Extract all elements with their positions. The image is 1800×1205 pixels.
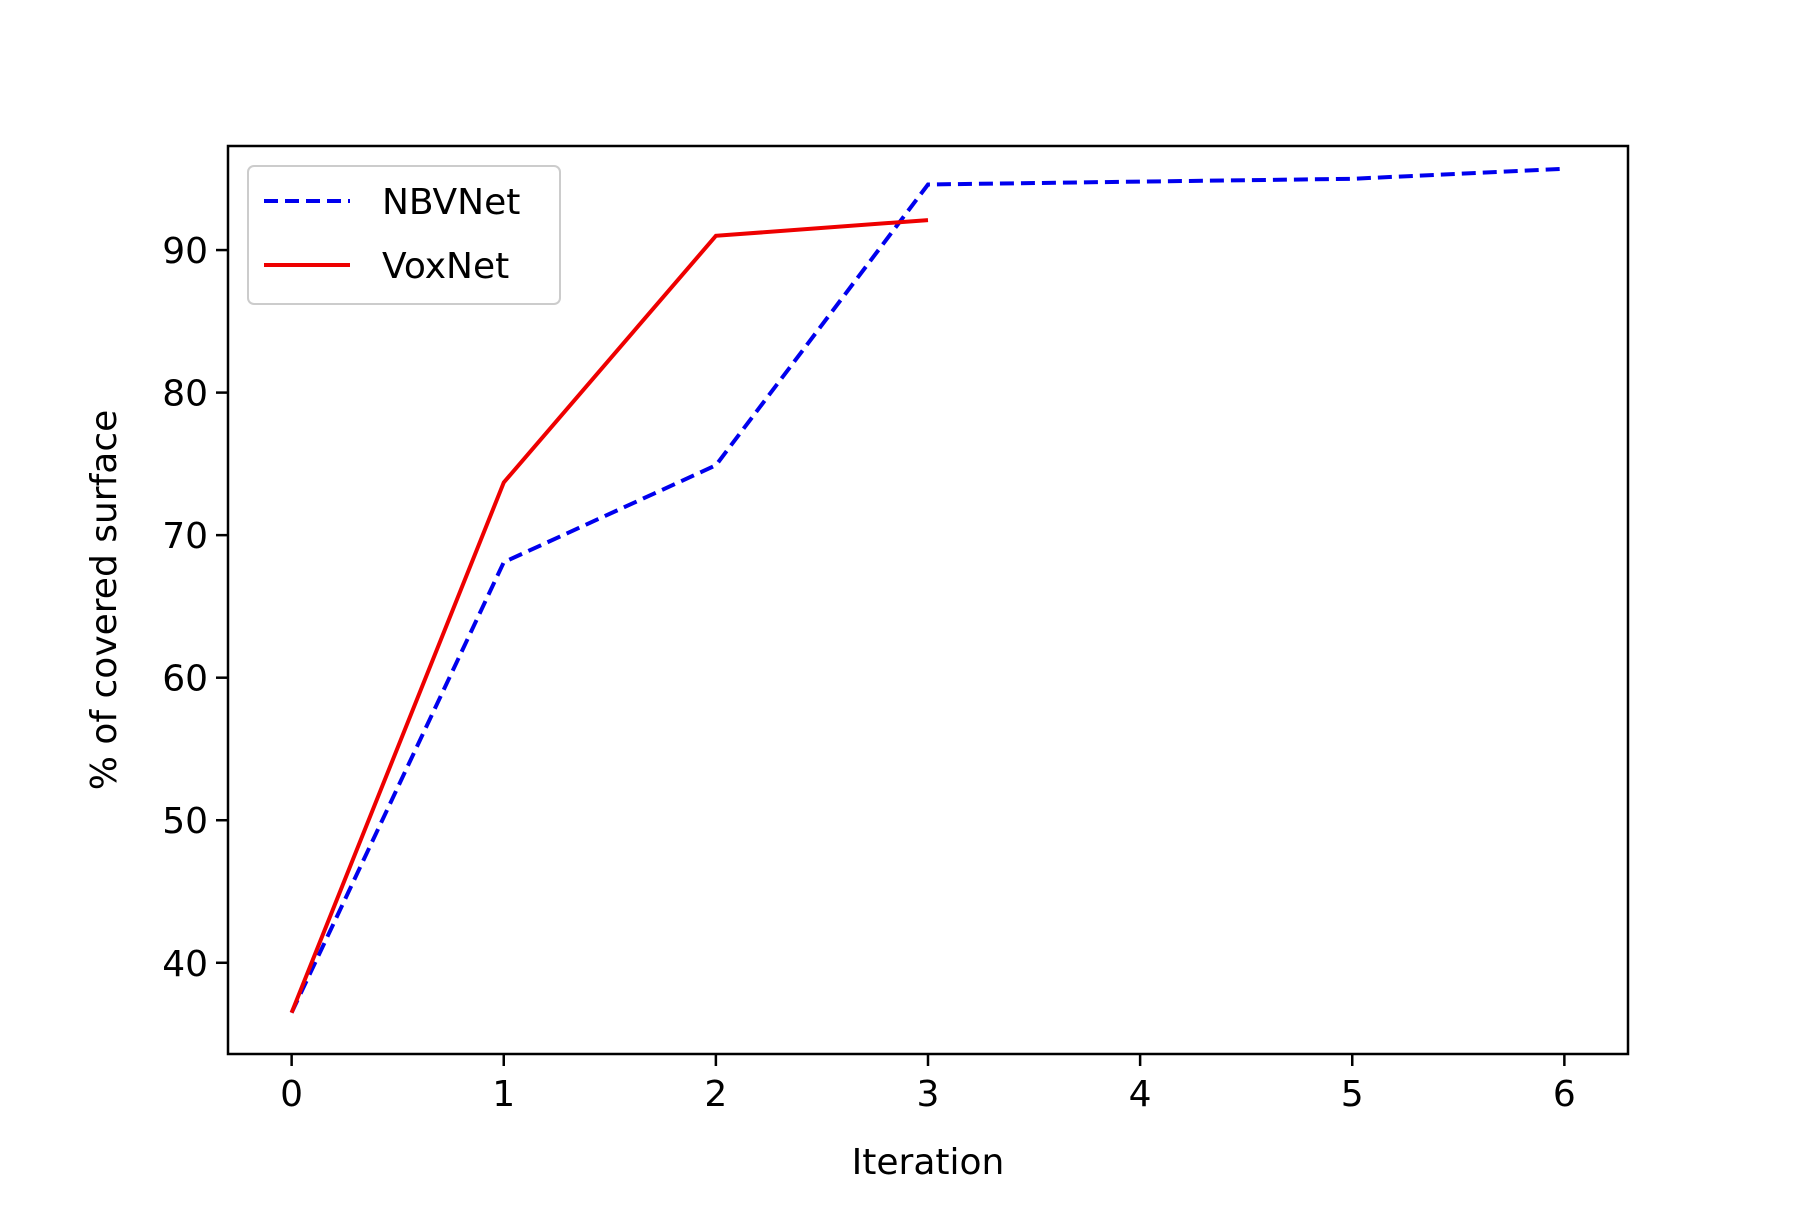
legend-box xyxy=(247,165,561,305)
y-tick-label: 80 xyxy=(162,374,208,415)
y-tick-label: 60 xyxy=(162,659,208,700)
series-layer xyxy=(289,166,1565,1014)
x-tick-label: 0 xyxy=(280,1074,303,1115)
x-tick-label: 2 xyxy=(704,1074,727,1115)
y-tick-label: 90 xyxy=(162,231,208,272)
x-tick-label: 1 xyxy=(492,1074,515,1115)
series-line-voxnet xyxy=(289,218,929,1014)
y-tick-label: 50 xyxy=(162,801,208,842)
y-axis-ticks: 40 50 60 70 80 90 xyxy=(162,231,228,985)
x-axis-label: Iteration xyxy=(852,1142,1005,1183)
legend-label-voxnet: VoxNet xyxy=(382,246,509,287)
x-tick-label: 6 xyxy=(1553,1074,1576,1115)
x-tick-label: 3 xyxy=(917,1074,940,1115)
y-tick-label: 40 xyxy=(162,944,208,985)
legend: NBVNet VoxNet xyxy=(247,165,561,305)
y-tick-label: 70 xyxy=(162,516,208,557)
legend-label-nbvnet: NBVNet xyxy=(382,182,520,223)
x-tick-label: 5 xyxy=(1341,1074,1364,1115)
x-tick-label: 4 xyxy=(1129,1074,1152,1115)
x-axis-ticks: 0 1 2 3 4 5 6 xyxy=(280,1054,1576,1115)
y-axis-label: % of covered surface xyxy=(84,410,125,791)
series-line-nbvnet xyxy=(289,166,1565,1014)
